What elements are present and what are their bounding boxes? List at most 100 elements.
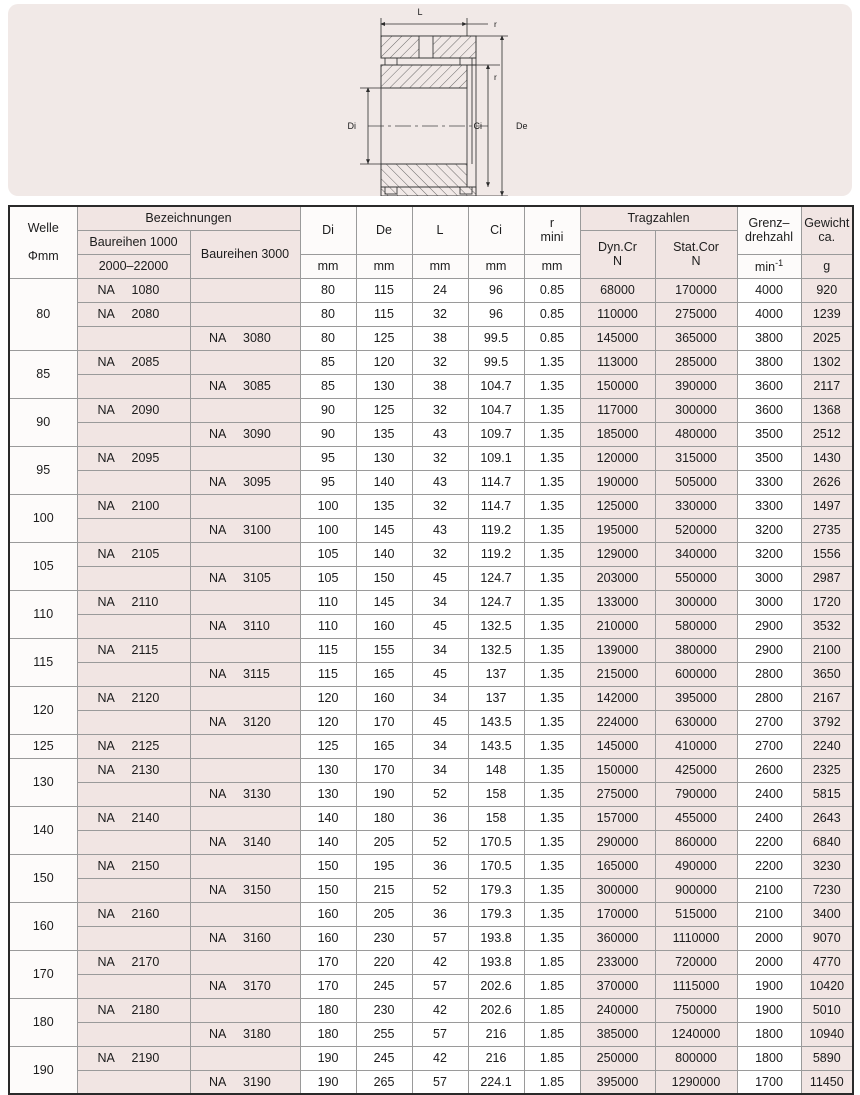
cell-ci: 99.5 [467, 325, 525, 351]
cell-gewicht: 1239 [800, 301, 854, 327]
cell-welle: 190 [8, 1045, 78, 1095]
table-row: NA 3130 130 190 52 158 1.35 275000 790000 2400 581… [9, 781, 854, 807]
cell-designation-3000: NA 3110 [189, 613, 301, 639]
cell-gewicht: 2117 [800, 373, 854, 399]
cell-dyn-cr: 125000 [579, 493, 656, 519]
header-unit-ci: mm [467, 253, 525, 279]
cell-l: 52 [411, 829, 469, 855]
cell-ci: 158 [467, 805, 525, 831]
header-baureihen-1000-label: Baureihen 1000 [89, 234, 178, 249]
cell-l: 34 [411, 685, 469, 711]
cell-l: 32 [411, 397, 469, 423]
cell-dyn-cr: 185000 [579, 421, 656, 447]
cell-designation-1000 [76, 661, 191, 687]
cell-gewicht: 1556 [800, 541, 854, 567]
cell-dyn-cr: 157000 [579, 805, 656, 831]
cell-r: 0.85 [523, 277, 581, 303]
cell-grenzdrehzahl: 1900 [736, 973, 802, 999]
header-stat-label: Stat.Cor [673, 239, 719, 254]
cell-dyn-cr: 142000 [579, 685, 656, 711]
cell-designation-1000 [76, 877, 191, 903]
cell-l: 57 [411, 1069, 469, 1095]
cell-de: 120 [355, 349, 413, 375]
table-row: 100 NA 2100 100 135 32 114.7 1.35 125000 330000 33… [8, 493, 854, 543]
cell-ci: 202.6 [467, 997, 525, 1023]
table-row: 95 NA 2095 95 130 32 109.1 1.35 120000 315000 3500… [8, 445, 854, 495]
cell-designation-1000: NA 2130 [76, 757, 191, 783]
table-row: NA 2080 80 115 32 96 0.85 110000 275000 4000 1239 [9, 301, 854, 327]
cell-stat-cor: 505000 [654, 469, 738, 495]
cell-designation-1000 [76, 517, 191, 543]
cell-de: 170 [355, 757, 413, 783]
cell-stat-cor: 315000 [654, 445, 738, 471]
cell-welle: 95 [8, 445, 78, 495]
cell-di: 170 [299, 973, 357, 999]
cell-designation-1000: NA 2150 [76, 853, 191, 879]
cell-de: 255 [355, 1021, 413, 1047]
cell-di: 85 [299, 349, 357, 375]
cell-stat-cor: 275000 [654, 301, 738, 327]
cell-grenzdrehzahl: 4000 [736, 301, 802, 327]
cell-dyn-cr: 150000 [579, 373, 656, 399]
cell-designation-1000: NA 2160 [76, 901, 191, 927]
cell-de: 145 [355, 589, 413, 615]
cell-dyn-cr: 370000 [579, 973, 656, 999]
cell-r: 1.35 [523, 853, 581, 879]
table-header: Welle Φmm Bezeichnungen Di De L Ci r min… [8, 205, 854, 279]
cell-stat-cor: 365000 [654, 325, 738, 351]
cell-designation-3000: NA 3180 [189, 1021, 301, 1047]
cell-dyn-cr: 290000 [579, 829, 656, 855]
cell-grenzdrehzahl: 4000 [736, 277, 802, 303]
cell-dyn-cr: 133000 [579, 589, 656, 615]
cell-stat-cor: 330000 [654, 493, 738, 519]
cell-de: 205 [355, 829, 413, 855]
cell-l: 34 [411, 757, 469, 783]
bearing-cross-section-drawing: L r r Di Ci [348, 7, 528, 196]
cell-ci: 132.5 [467, 613, 525, 639]
cell-ci: 143.5 [467, 733, 525, 759]
header-row-2: Baureihen 1000 Baureihen 3000 Dyn.Cr N S… [9, 229, 853, 279]
cell-grenzdrehzahl: 2400 [736, 805, 802, 831]
cell-grenzdrehzahl: 3600 [736, 373, 802, 399]
cell-grenzdrehzahl: 3600 [736, 397, 802, 423]
cell-de: 130 [355, 373, 413, 399]
table-row: NA 3110 110 160 45 132.5 1.35 210000 580000 2900 3… [9, 613, 854, 639]
cell-di: 85 [299, 373, 357, 399]
dim-label-Di: Di [348, 121, 357, 131]
cell-ci: 193.8 [467, 925, 525, 951]
cell-l: 24 [411, 277, 469, 303]
cell-de: 195 [355, 853, 413, 879]
table-row: NA 3095 95 140 43 114.7 1.35 190000 505000 3300 26… [9, 469, 854, 495]
header-grenz-unit-base: min [754, 259, 776, 274]
header-row-1: Welle Φmm Bezeichnungen Di De L Ci r min… [8, 205, 854, 279]
cell-welle: 80 [8, 277, 78, 351]
header-unit-grenz: min-1 [736, 253, 802, 279]
cell-de: 165 [355, 733, 413, 759]
dim-label-L: L [417, 7, 422, 17]
table-row: NA 3190 190 265 57 224.1 1.85 395000 1290000 1700… [9, 1069, 854, 1095]
cell-gewicht: 2626 [800, 469, 854, 495]
cell-dyn-cr: 300000 [579, 877, 656, 903]
cell-ci: 202.6 [467, 973, 525, 999]
cell-designation-3000 [189, 493, 301, 519]
cell-de: 155 [355, 637, 413, 663]
cell-stat-cor: 630000 [654, 709, 738, 735]
cell-di: 150 [299, 877, 357, 903]
cell-designation-1000: NA 2140 [76, 805, 191, 831]
cell-designation-1000 [76, 325, 191, 351]
cell-designation-1000: NA 2080 [76, 301, 191, 327]
cell-designation-3000 [189, 853, 301, 879]
cell-dyn-cr: 129000 [579, 541, 656, 567]
cell-di: 110 [299, 589, 357, 615]
cell-l: 36 [411, 805, 469, 831]
cell-di: 95 [299, 445, 357, 471]
cell-stat-cor: 380000 [654, 637, 738, 663]
cell-di: 115 [299, 661, 357, 687]
cell-di: 95 [299, 469, 357, 495]
table-row: NA 3120 120 170 45 143.5 1.35 224000 630000 2700 3… [9, 709, 854, 735]
cell-gewicht: 3792 [800, 709, 854, 735]
cell-designation-1000 [76, 925, 191, 951]
cell-l: 43 [411, 421, 469, 447]
cell-designation-1000 [76, 709, 191, 735]
cell-gewicht: 920 [800, 277, 854, 303]
